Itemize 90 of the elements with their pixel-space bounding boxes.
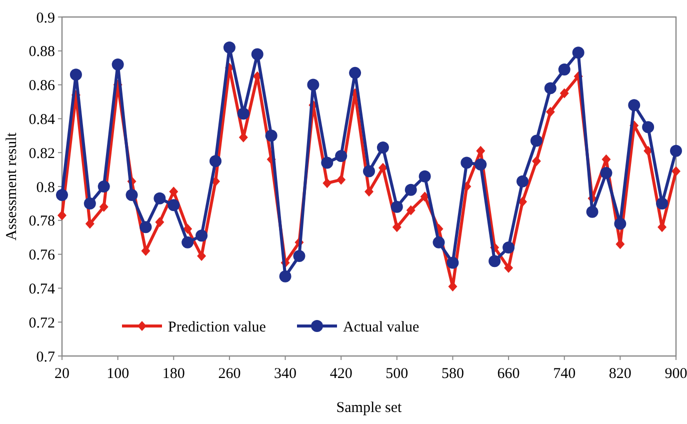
point (418, 170, 431, 182)
point (656, 197, 668, 210)
point (182, 236, 194, 248)
x-tick-label: 340 (274, 366, 297, 382)
point (126, 188, 138, 201)
point (376, 142, 389, 154)
point (644, 146, 653, 156)
point (532, 156, 541, 166)
x-tick-label: 580 (441, 366, 464, 382)
point (210, 155, 222, 168)
point (155, 217, 164, 228)
point (168, 199, 180, 212)
point (56, 188, 68, 201)
point (504, 262, 514, 273)
point (446, 256, 459, 269)
point (392, 222, 402, 232)
point (58, 210, 66, 220)
point (614, 218, 626, 230)
x-tick-label: 740 (553, 366, 576, 382)
point (516, 175, 528, 188)
point (183, 224, 192, 234)
x-tick-label: 180 (162, 366, 185, 382)
point (502, 242, 515, 254)
point (488, 255, 501, 268)
point (460, 156, 473, 169)
x-tick-label: 900 (664, 366, 687, 382)
legend-label: Prediction value (168, 319, 266, 336)
point (322, 178, 332, 188)
y-tick-label: 0.74 (28, 281, 56, 298)
y-tick-label: 0.84 (28, 112, 56, 128)
point (390, 200, 403, 213)
point (363, 165, 375, 178)
point (518, 196, 527, 207)
point (544, 82, 556, 94)
point (670, 144, 682, 157)
point (237, 108, 250, 120)
point (560, 88, 569, 98)
point (321, 156, 334, 169)
y-tick-label: 0.7 (36, 349, 56, 366)
point (98, 180, 110, 192)
point (349, 66, 362, 79)
x-tick-label: 100 (106, 366, 130, 382)
point (279, 270, 292, 282)
point (586, 206, 598, 218)
point (169, 186, 178, 197)
y-tick-label: 0.9 (36, 10, 55, 26)
y-tick-label: 0.8 (36, 180, 55, 196)
y-tick-label: 0.76 (28, 248, 56, 264)
point (293, 250, 306, 262)
point (335, 150, 348, 162)
point (404, 184, 417, 196)
x-tick-label: 260 (218, 366, 241, 382)
point (600, 166, 612, 179)
x-tick-label: 420 (330, 366, 352, 382)
y-axis-title: Assessment result (4, 132, 20, 240)
point (84, 197, 96, 210)
point (546, 106, 555, 117)
x-tick-label: 20 (54, 366, 70, 382)
point (70, 68, 82, 81)
y-tick-label: 0.88 (28, 44, 55, 60)
point (432, 236, 445, 248)
y-tick-label: 0.82 (28, 146, 55, 162)
point (672, 166, 680, 176)
x-tick-label: 500 (386, 366, 408, 382)
point (642, 121, 654, 134)
point (336, 174, 346, 185)
point (251, 48, 264, 60)
point (196, 230, 208, 242)
point (307, 78, 320, 91)
y-tick-label: 0.86 (28, 78, 56, 94)
point (572, 46, 584, 59)
point (154, 192, 166, 204)
point (112, 58, 124, 70)
point (99, 202, 108, 212)
y-tick-label: 0.78 (28, 214, 55, 230)
legend-label: Actual value (343, 319, 420, 336)
point (223, 42, 236, 54)
point (378, 162, 388, 173)
point (265, 130, 278, 142)
x-tick-label: 660 (497, 366, 520, 382)
y-tick-label: 0.72 (28, 315, 55, 332)
point (140, 221, 152, 234)
point (406, 205, 416, 216)
point (474, 158, 487, 170)
point (85, 218, 94, 229)
x-axis-title: Sample set (336, 400, 403, 416)
point (530, 134, 542, 147)
x-tick-label: 820 (608, 366, 632, 382)
point (558, 64, 570, 76)
point (628, 99, 640, 112)
